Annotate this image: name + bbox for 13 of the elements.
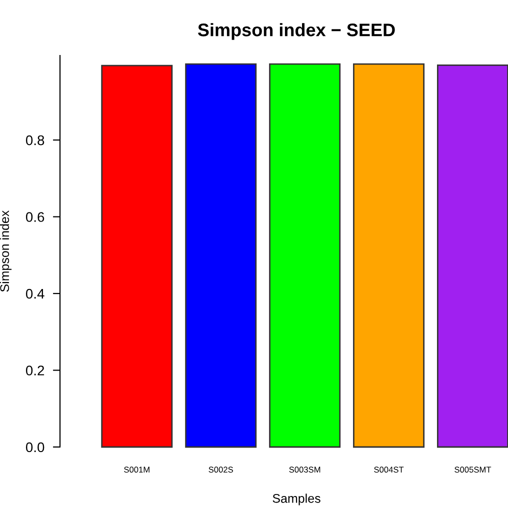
y-tick-label: 0.4 bbox=[26, 288, 44, 299]
x-tick-label: S001M bbox=[124, 466, 150, 473]
x-tick-label: S004ST bbox=[374, 466, 404, 473]
x-tick-label: S003SM bbox=[289, 466, 320, 473]
y-tick-label: 0.2 bbox=[26, 366, 44, 376]
x-axis-title: Samples bbox=[272, 494, 320, 506]
y-tick-label: 0.0 bbox=[26, 442, 44, 452]
chart-title: Simpson index − SEED bbox=[198, 23, 395, 40]
y-axis-title: Simpson index bbox=[0, 210, 12, 292]
y-tick-label: 0.6 bbox=[26, 212, 44, 222]
x-tick-label: S005SMT bbox=[454, 466, 492, 473]
y-tick-label: 0.8 bbox=[26, 135, 44, 146]
x-tick-label: S002S bbox=[208, 466, 233, 473]
